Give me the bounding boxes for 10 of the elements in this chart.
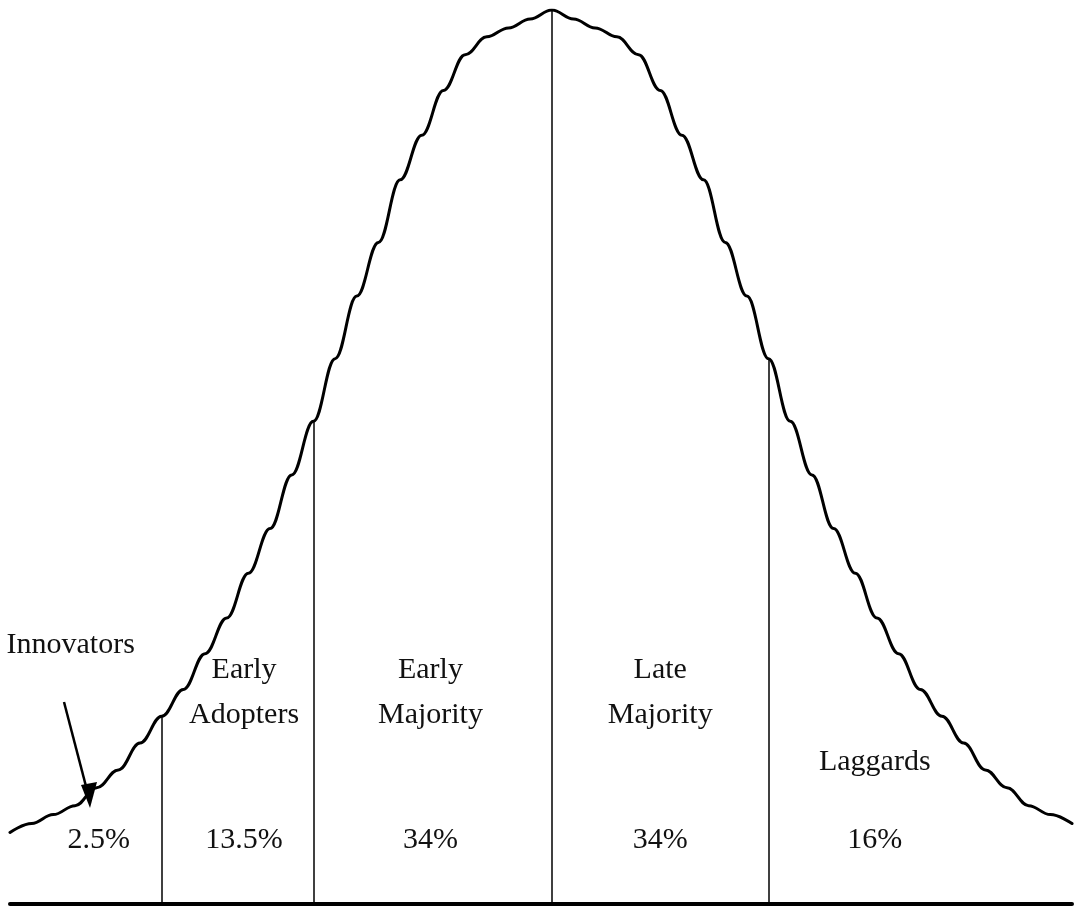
annotation: Late Majority — [607, 651, 713, 729]
annotation: Innovators — [6, 626, 135, 659]
annotation: Early Adopters — [189, 651, 300, 729]
annotation: 34% — [632, 821, 688, 854]
annotation: Laggards — [818, 743, 931, 776]
annotation: 13.5% — [205, 821, 283, 854]
annotation: 16% — [847, 821, 903, 854]
annotation: 34% — [402, 821, 458, 854]
annotation: 2.5% — [67, 821, 131, 854]
annotation: Early Majority — [377, 651, 483, 729]
